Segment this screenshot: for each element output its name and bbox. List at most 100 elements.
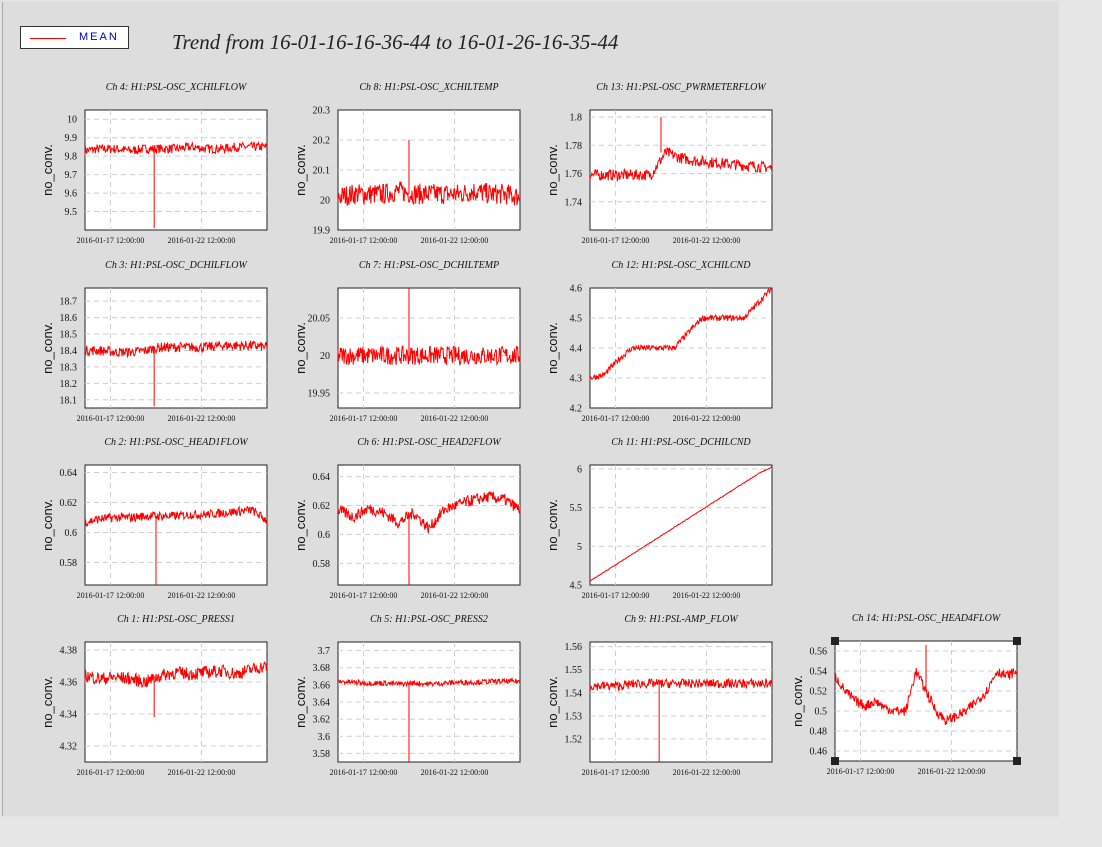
series-line [337, 676, 521, 689]
panel-6: 4.2 4.3 4.4 4.5 4.6 2016-01-17 12:00:00 2016-0… [545, 260, 773, 423]
panel-title: Ch 13: H1:PSL-OSC_PWRMETERFLOW [596, 82, 767, 93]
legend: MEAN [20, 26, 129, 49]
y-tick-label: 4.3 [570, 374, 583, 385]
panel-title: Ch 3: H1:PSL-OSC_DCHILFLOW [105, 260, 248, 271]
panel-title: Ch 7: H1:PSL-OSC_DCHILTEMP [359, 260, 499, 271]
panel-title: Ch 5: H1:PSL-OSC_PRESS2 [370, 614, 488, 625]
panel-title: Ch 2: H1:PSL-OSC_HEAD1FLOW [104, 437, 249, 448]
y-tick-label: 0.52 [810, 687, 828, 698]
panel-13[interactable]: 0.46 0.48 0.5 0.52 0.54 0.56 2016-01-17 12:00:… [790, 613, 1021, 776]
panel-title: Ch 6: H1:PSL-OSC_HEAD2FLOW [357, 437, 502, 448]
x-tick-label: 2016-01-17 12:00:00 [582, 768, 650, 777]
y-axis-label: no_conv. [545, 322, 560, 374]
panel-9: 4.5 5 5.5 6 2016-01-17 12:00:00 2016-01-22 12… [545, 437, 773, 600]
y-tick-label: 3.66 [313, 680, 331, 691]
x-tick-label: 2016-01-22 12:00:00 [168, 236, 236, 245]
y-axis-label: no_conv. [545, 676, 560, 728]
y-tick-label: 3.58 [313, 749, 331, 760]
x-tick-label: 2016-01-22 12:00:00 [421, 236, 489, 245]
x-tick-label: 2016-01-17 12:00:00 [330, 768, 398, 777]
series-line [84, 505, 268, 527]
bottom-pane [0, 818, 1102, 847]
panel-title: Ch 4: H1:PSL-OSC_XCHILFLOW [106, 82, 248, 93]
series-line [589, 147, 773, 183]
panel-10: 4.32 4.34 4.36 4.38 2016-01-17 12:00:00 2016-… [40, 614, 268, 777]
selection-handle[interactable] [1013, 757, 1021, 765]
y-axis-label: no_conv. [40, 676, 55, 728]
y-tick-label: 18.7 [60, 297, 78, 308]
y-tick-label: 4.4 [570, 344, 583, 355]
y-tick-label: 20 [320, 196, 330, 207]
y-tick-label: 1.55 [565, 665, 583, 676]
series-line [84, 661, 268, 688]
y-axis-label: no_conv. [40, 144, 55, 196]
panel-11: 3.58 3.6 3.62 3.64 3.66 3.68 3.7 2016-01-17 12:… [293, 614, 521, 777]
y-tick-label: 4.38 [60, 646, 78, 657]
plot-frame [589, 109, 773, 231]
y-tick-label: 1.74 [565, 197, 583, 208]
selection-handle[interactable] [831, 637, 839, 645]
y-tick-label: 5.5 [570, 503, 583, 514]
y-tick-label: 0.54 [810, 667, 828, 678]
y-axis-label: no_conv. [790, 675, 805, 727]
selection-handle[interactable] [1013, 637, 1021, 645]
selection-handle[interactable] [831, 757, 839, 765]
series-line [589, 466, 773, 582]
y-tick-label: 20.1 [313, 166, 331, 177]
y-tick-label: 0.48 [810, 727, 828, 738]
x-tick-label: 2016-01-22 12:00:00 [168, 414, 236, 423]
panel-5: 19.95 20 20.05 2016-01-17 12:00:00 2016-01-2… [293, 260, 521, 423]
plot-frame [84, 109, 268, 231]
y-tick-label: 3.6 [318, 732, 331, 743]
legend-swatch [30, 38, 66, 39]
x-tick-label: 2016-01-22 12:00:00 [673, 236, 741, 245]
y-tick-label: 4.32 [60, 742, 78, 753]
y-tick-label: 9.6 [65, 189, 78, 200]
y-tick-label: 4.5 [570, 314, 583, 325]
y-axis-label: no_conv. [545, 499, 560, 551]
y-tick-label: 0.6 [65, 528, 78, 539]
y-tick-label: 18.2 [60, 379, 78, 390]
y-axis-label: no_conv. [40, 499, 55, 551]
x-tick-label: 2016-01-17 12:00:00 [330, 591, 398, 600]
x-tick-label: 2016-01-17 12:00:00 [77, 768, 145, 777]
y-tick-label: 0.58 [313, 559, 331, 570]
y-axis-label: no_conv. [293, 676, 308, 728]
y-tick-label: 0.46 [810, 747, 828, 758]
y-tick-label: 19.9 [313, 226, 331, 237]
y-tick-label: 1.8 [570, 113, 583, 124]
y-tick-label: 18.5 [60, 330, 78, 341]
y-tick-label: 18.3 [60, 362, 78, 373]
legend-label: MEAN [79, 31, 119, 43]
series-line [337, 491, 521, 534]
y-tick-label: 0.56 [810, 647, 828, 658]
y-tick-label: 3.62 [313, 715, 331, 726]
y-tick-label: 4.34 [60, 710, 78, 721]
y-axis-label: no_conv. [293, 144, 308, 196]
y-tick-label: 6 [577, 464, 582, 475]
panel-8: 0.58 0.6 0.62 0.64 2016-01-17 12:00:00 2016-0… [293, 437, 521, 600]
series-line [834, 667, 1018, 726]
y-tick-label: 10 [67, 115, 77, 126]
y-tick-label: 0.6 [318, 530, 331, 541]
y-tick-label: 1.54 [565, 688, 583, 699]
panel-2: 19.9 20 20.1 20.2 20.3 2016-01-17 12:00:00 201… [293, 82, 521, 245]
panel-1: 9.5 9.6 9.7 9.8 9.9 10 2016-01-17 12:00:00 2016… [40, 82, 268, 245]
x-tick-label: 2016-01-17 12:00:00 [582, 414, 650, 423]
y-tick-label: 4.2 [570, 404, 583, 415]
plot-frame [84, 464, 268, 586]
panel-title: Ch 9: H1:PSL-AMP_FLOW [624, 614, 739, 625]
series-line [589, 677, 773, 692]
x-tick-label: 2016-01-22 12:00:00 [673, 591, 741, 600]
y-tick-label: 0.5 [815, 707, 828, 718]
x-tick-label: 2016-01-22 12:00:00 [168, 768, 236, 777]
y-tick-label: 4.5 [570, 581, 583, 592]
x-tick-label: 2016-01-22 12:00:00 [421, 414, 489, 423]
main-title: Trend from 16-01-16-16-36-44 to 16-01-26… [172, 30, 619, 54]
y-tick-label: 0.62 [60, 498, 78, 509]
series-line [337, 345, 521, 367]
plot-frame [589, 641, 773, 763]
y-tick-label: 9.7 [65, 170, 78, 181]
y-tick-label: 20.2 [313, 136, 331, 147]
